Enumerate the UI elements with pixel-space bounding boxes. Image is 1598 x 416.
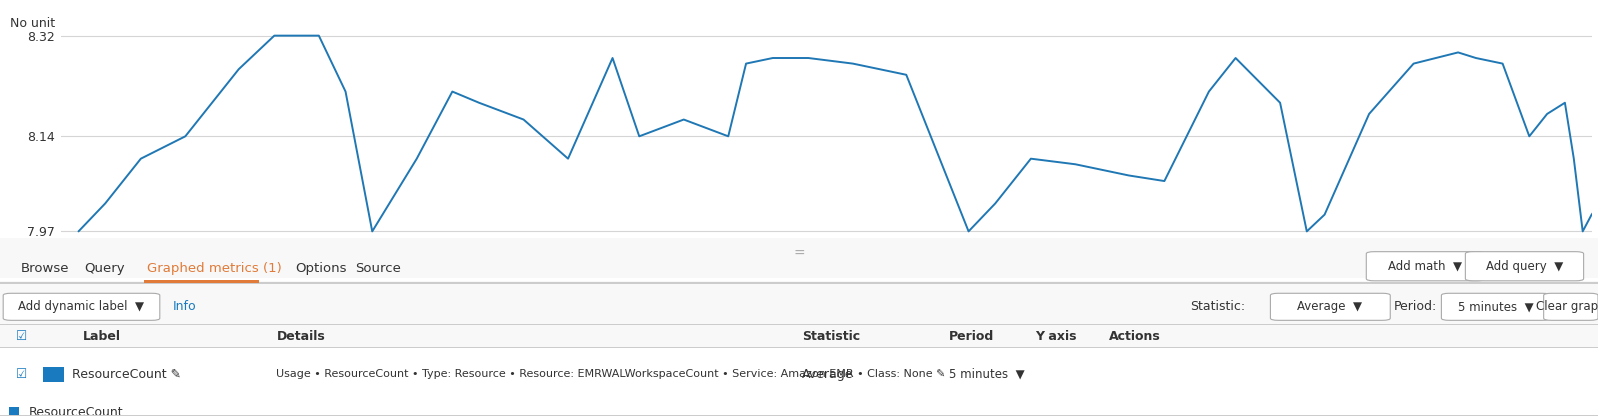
Text: Label: Label: [83, 330, 121, 344]
Text: Graphed metrics (1): Graphed metrics (1): [147, 262, 281, 275]
Text: Browse: Browse: [21, 262, 69, 275]
Text: ☑: ☑: [16, 368, 27, 381]
Text: Actions: Actions: [1109, 330, 1160, 344]
Text: ResourceCount ✎: ResourceCount ✎: [72, 368, 181, 381]
Text: Statistic: Statistic: [802, 330, 860, 344]
Text: Source: Source: [355, 262, 401, 275]
Text: 5 minutes  ▼: 5 minutes ▼: [949, 368, 1024, 381]
Text: Statistic:: Statistic:: [1191, 300, 1245, 313]
Text: Clear graph: Clear graph: [1536, 300, 1598, 313]
Text: Period:: Period:: [1393, 300, 1437, 313]
Text: =: =: [793, 247, 805, 261]
Text: Average: Average: [802, 368, 853, 381]
Text: Options: Options: [296, 262, 347, 275]
Text: Info: Info: [173, 300, 197, 313]
Text: Usage • ResourceCount • Type: Resource • Resource: EMRWALWorkspaceCount • Servic: Usage • ResourceCount • Type: Resource •…: [276, 369, 946, 379]
Text: Average  ▼: Average ▼: [1298, 300, 1361, 313]
Text: Add query  ▼: Add query ▼: [1486, 260, 1563, 273]
Text: Query: Query: [85, 262, 125, 275]
Text: ☑: ☑: [16, 330, 27, 344]
Text: Details: Details: [276, 330, 326, 344]
Text: Add math  ▼: Add math ▼: [1389, 260, 1462, 273]
Text: 5 minutes  ▼: 5 minutes ▼: [1457, 300, 1534, 313]
Legend: ResourceCount: ResourceCount: [10, 406, 123, 416]
Text: Y axis: Y axis: [1036, 330, 1077, 344]
Text: Period: Period: [949, 330, 994, 344]
Text: No unit: No unit: [10, 17, 54, 30]
Text: Add dynamic label  ▼: Add dynamic label ▼: [19, 300, 144, 313]
